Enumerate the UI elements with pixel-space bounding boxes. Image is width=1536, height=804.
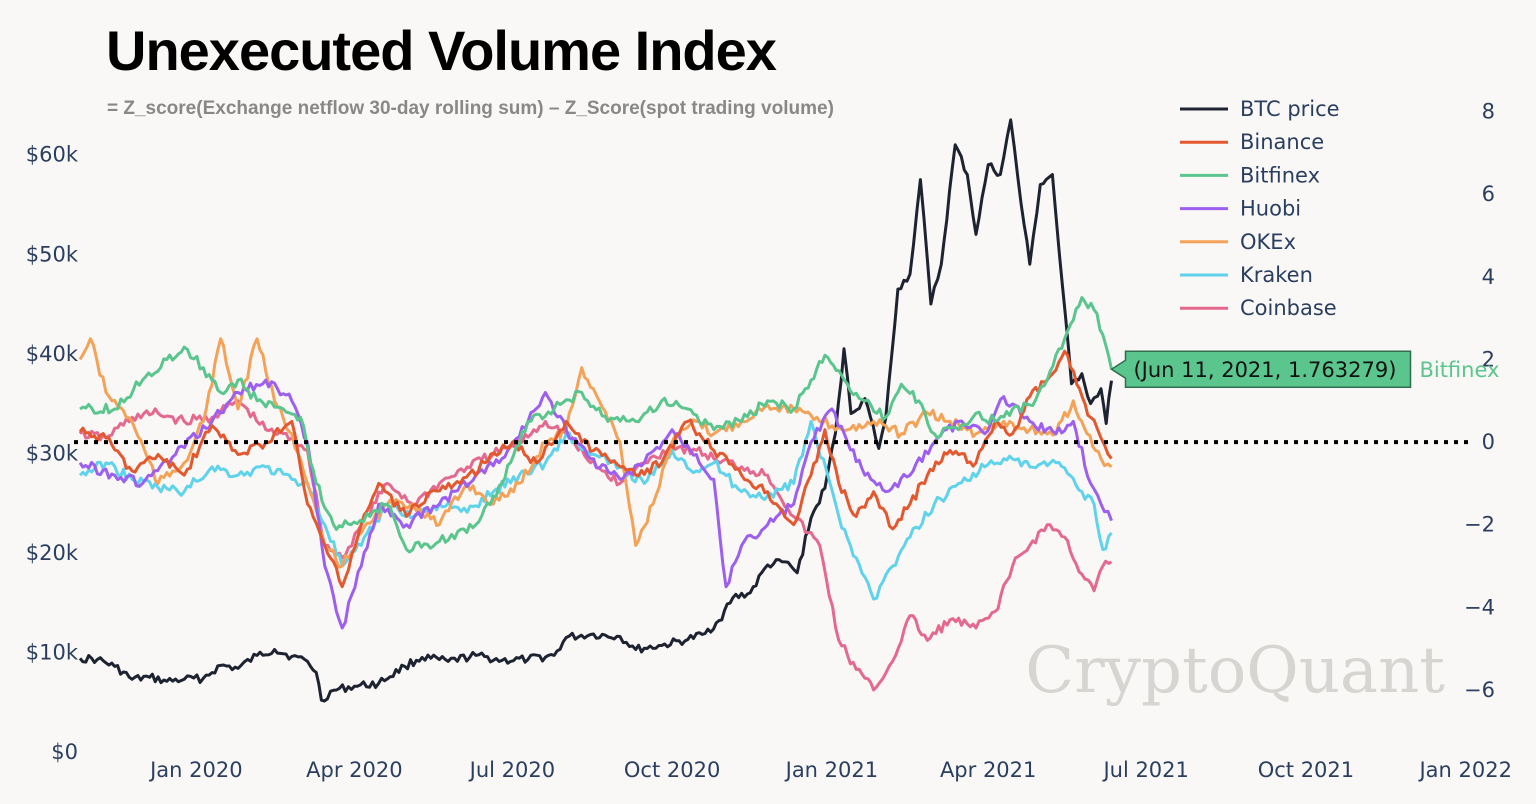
x-tick-label: Oct 2021 [1258, 758, 1354, 782]
x-axis-ticks: Jan 2020 Apr 2020 Jul 2020 Oct 2020 Jan 2021… [148, 758, 1512, 782]
y-right-tick-label: 4 [1482, 265, 1495, 289]
legend-label: Huobi [1240, 197, 1301, 221]
series-line-huobi [78, 378, 1113, 630]
y-right-tick-label: 2 [1482, 347, 1495, 371]
series-line-btc-price [78, 118, 1113, 703]
legend-item-kraken[interactable]: Kraken [1180, 263, 1313, 287]
legend-label: Binance [1240, 130, 1324, 154]
watermark: CryptoQuant [1025, 634, 1445, 708]
series-line-kraken [78, 419, 1113, 601]
legend-label: BTC price [1240, 97, 1340, 121]
x-tick-label: Jul 2020 [468, 758, 555, 782]
y-left-axis-ticks: $0 $10k $20k $30k $40k $50k $60k [26, 143, 79, 764]
x-tick-label: Apr 2021 [940, 758, 1036, 782]
chart-subtitle: = Z_score(Exchange netflow 30-day rollin… [107, 98, 834, 119]
hover-series-name: Bitfinex [1419, 358, 1499, 382]
y-left-tick-label: $30k [26, 441, 79, 465]
y-left-tick-label: $60k [26, 143, 79, 167]
y-left-tick-label: $20k [26, 541, 79, 565]
x-tick-label: Jan 2022 [1417, 758, 1512, 782]
hover-value-text: (Jun 11, 2021, 1.763279) [1133, 358, 1396, 382]
y-left-tick-label: $50k [26, 242, 79, 266]
y-right-tick-label: −6 [1464, 678, 1495, 702]
legend-label: Coinbase [1240, 296, 1337, 320]
x-tick-label: Apr 2020 [306, 758, 402, 782]
y-left-tick-label: $0 [51, 740, 78, 764]
y-right-tick-label: −2 [1464, 513, 1495, 537]
legend-item-bitfinex[interactable]: Bitfinex [1180, 163, 1320, 187]
x-tick-label: Jul 2021 [1101, 758, 1188, 782]
y-left-tick-label: $10k [26, 640, 79, 664]
legend-item-btc-price[interactable]: BTC price [1180, 97, 1340, 121]
x-tick-label: Jan 2020 [148, 758, 243, 782]
y-right-tick-label: 6 [1482, 182, 1495, 206]
hover-tooltip: (Jun 11, 2021, 1.763279) Bitfinex [1110, 350, 1499, 388]
legend-label: Bitfinex [1240, 163, 1320, 187]
y-right-tick-label: 0 [1482, 430, 1495, 454]
series-line-bitfinex [79, 296, 1113, 554]
series-line-binance [78, 349, 1113, 589]
y-right-axis-ticks: −6 −4 −2 0 2 4 6 8 [1464, 100, 1495, 702]
legend-item-huobi[interactable]: Huobi [1180, 197, 1301, 221]
legend[interactable]: BTC price Binance Bitfinex Huobi OKEx Kraken C… [1180, 97, 1340, 320]
y-right-tick-label: 8 [1482, 100, 1495, 124]
x-tick-label: Jan 2021 [784, 758, 879, 782]
y-left-tick-label: $40k [26, 342, 79, 366]
chart-title: Unexecuted Volume Index [106, 19, 777, 82]
watermark-text: CryptoQuant [1025, 634, 1445, 708]
series-line-coinbase [78, 399, 1113, 692]
legend-label: Kraken [1240, 263, 1313, 287]
y-right-tick-label: −4 [1464, 595, 1495, 619]
legend-item-binance[interactable]: Binance [1180, 130, 1324, 154]
hover-box [1110, 350, 1412, 388]
series-lines [78, 118, 1113, 703]
x-tick-label: Oct 2020 [624, 758, 720, 782]
legend-item-coinbase[interactable]: Coinbase [1180, 296, 1337, 320]
legend-item-okex[interactable]: OKEx [1180, 230, 1296, 254]
legend-label: OKEx [1240, 230, 1296, 254]
series-line-okex [78, 337, 1113, 569]
